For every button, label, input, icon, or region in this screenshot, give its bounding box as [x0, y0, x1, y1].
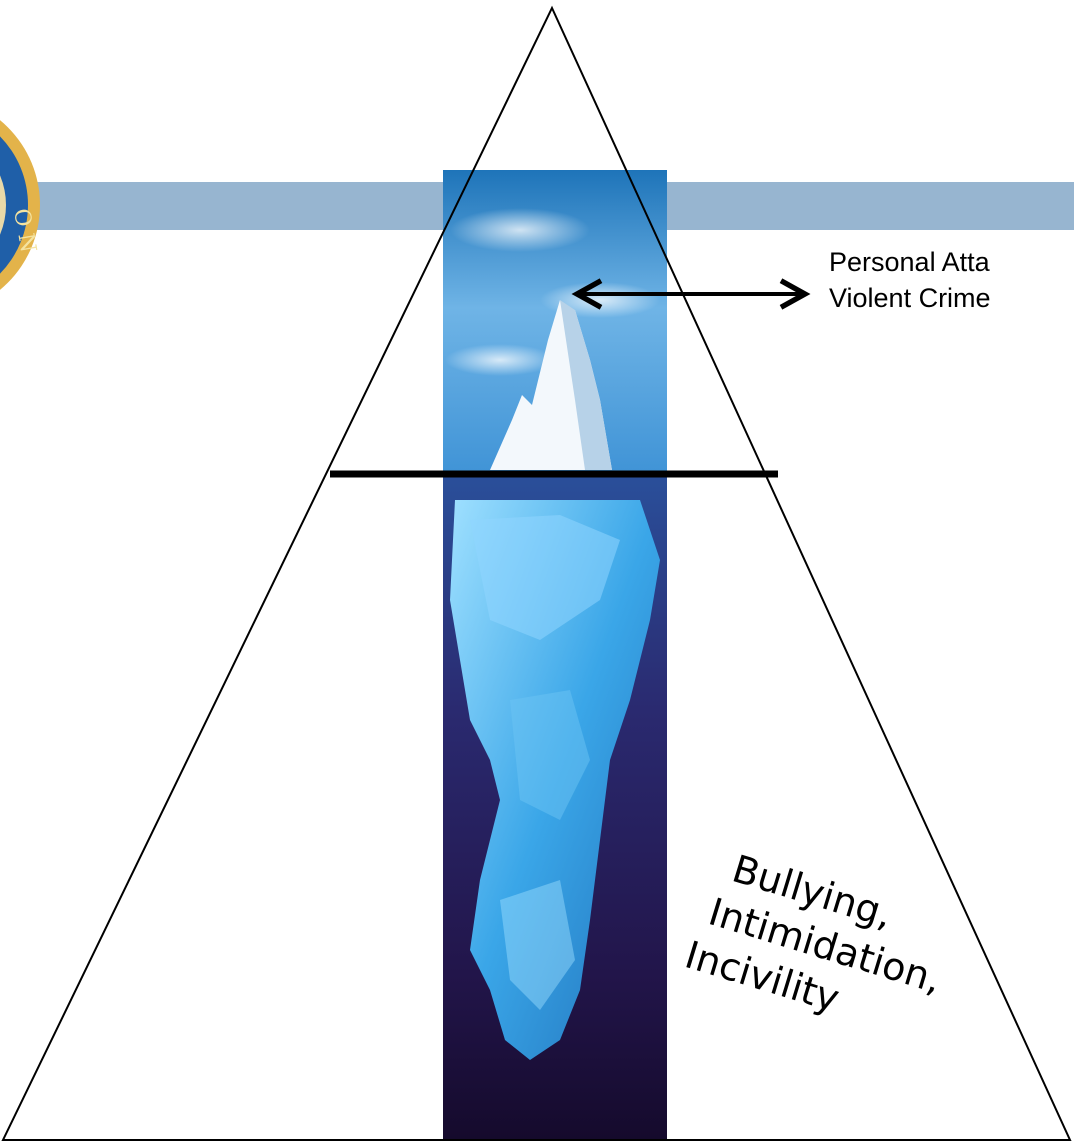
seal-logo-icon: O N	[0, 120, 40, 290]
top-label-line-2: Violent Crime	[829, 283, 991, 313]
top-label-line-1: Personal Atta	[829, 247, 991, 277]
pyramid-outline	[1, 5, 1072, 1141]
iceberg-image	[443, 170, 667, 1140]
bottom-label: Bullying, Intimidation, Incivility	[680, 841, 972, 1052]
top-label: Personal Atta Violent Crime	[829, 247, 997, 313]
